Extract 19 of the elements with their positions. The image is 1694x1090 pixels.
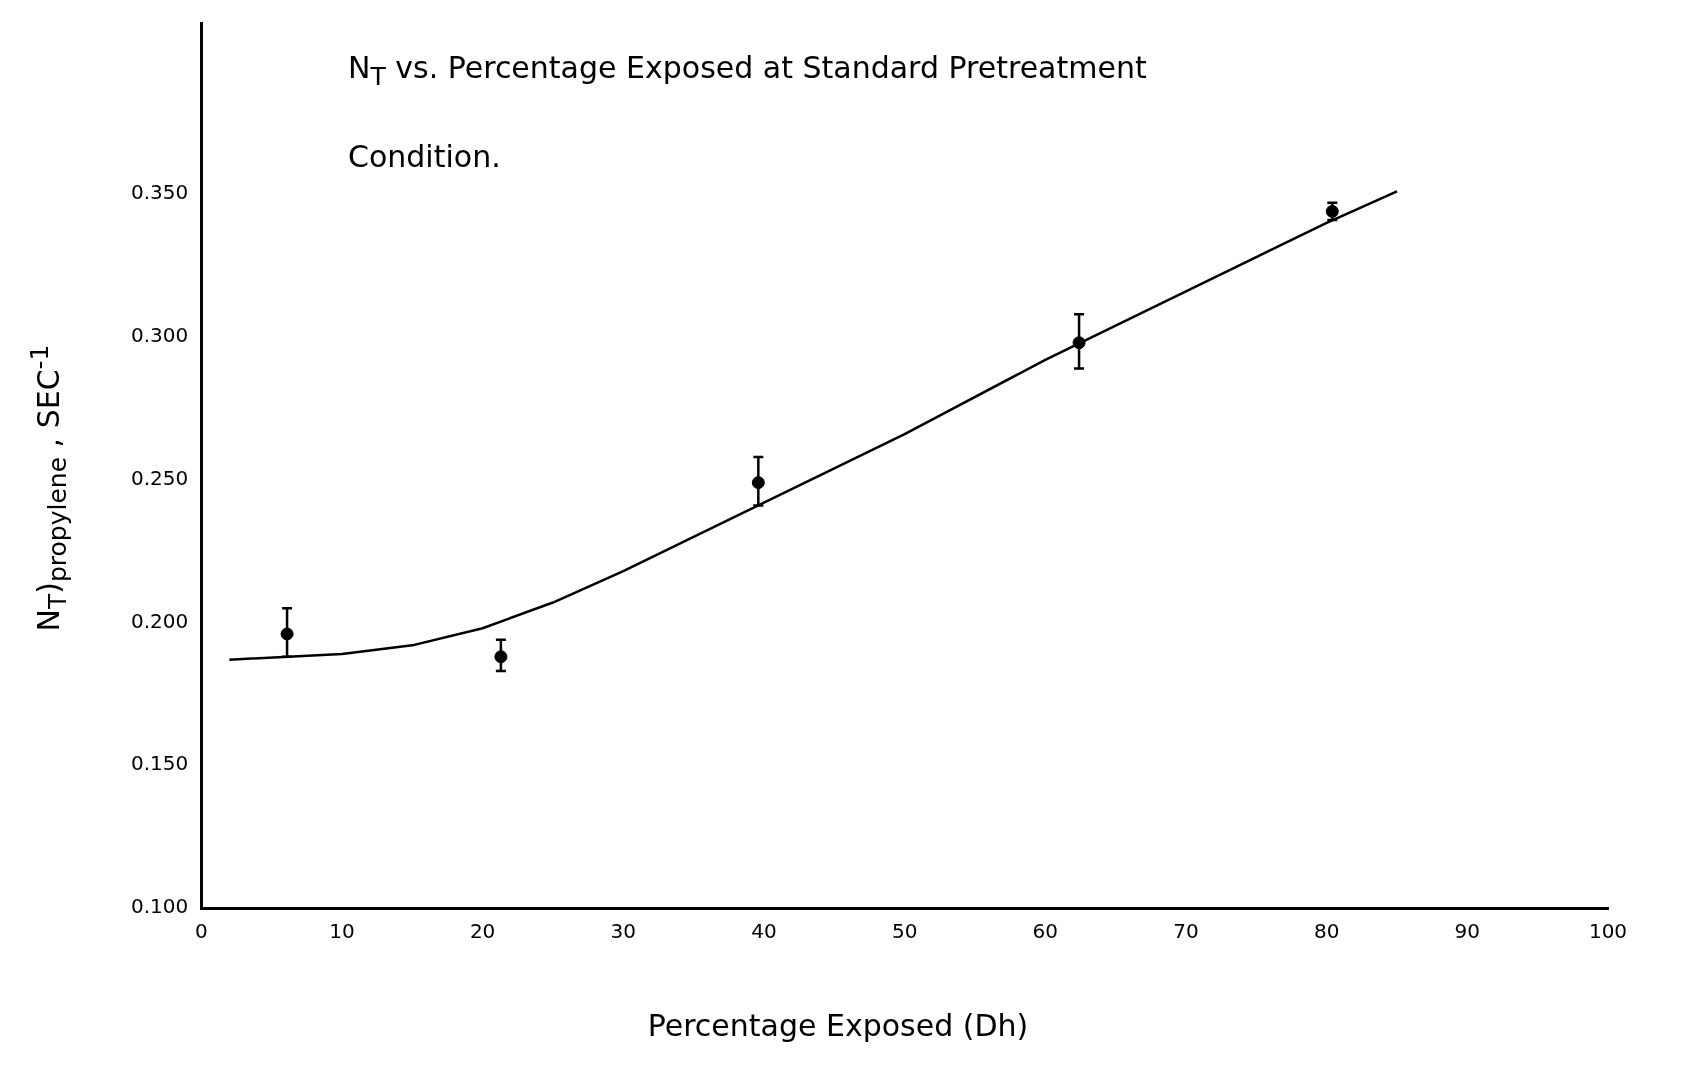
chart-title: N$_{T}$ vs. Percentage Exposed at Standard Pretreatment Condition. [348,50,1147,174]
x-tick-label: 80 [1313,919,1340,944]
x-axis-title: Percentage Exposed (Dh) [646,1008,1030,1043]
x-tick-label: 30 [610,919,637,944]
y-tick-label: 0.350 [130,180,189,205]
x-tick-label: 60 [1032,919,1059,944]
y-tick-label: 0.250 [130,465,189,490]
x-tick-label: 70 [1173,919,1199,944]
x-tick-label: 0 [194,919,208,944]
x-tick-label: 20 [469,919,496,944]
y-tick-label: 0.150 [130,751,189,776]
x-tick-label: 10 [329,919,355,944]
x-tick-label: 50 [891,919,918,944]
x-tick-label: 100 [1588,919,1628,944]
x-tick-label: 90 [1454,919,1481,944]
y-tick-label: 0.300 [130,323,189,348]
x-tick-label: 40 [751,919,777,944]
y-tick-label: 0.200 [130,608,189,633]
y-tick-label: 0.100 [130,894,189,919]
